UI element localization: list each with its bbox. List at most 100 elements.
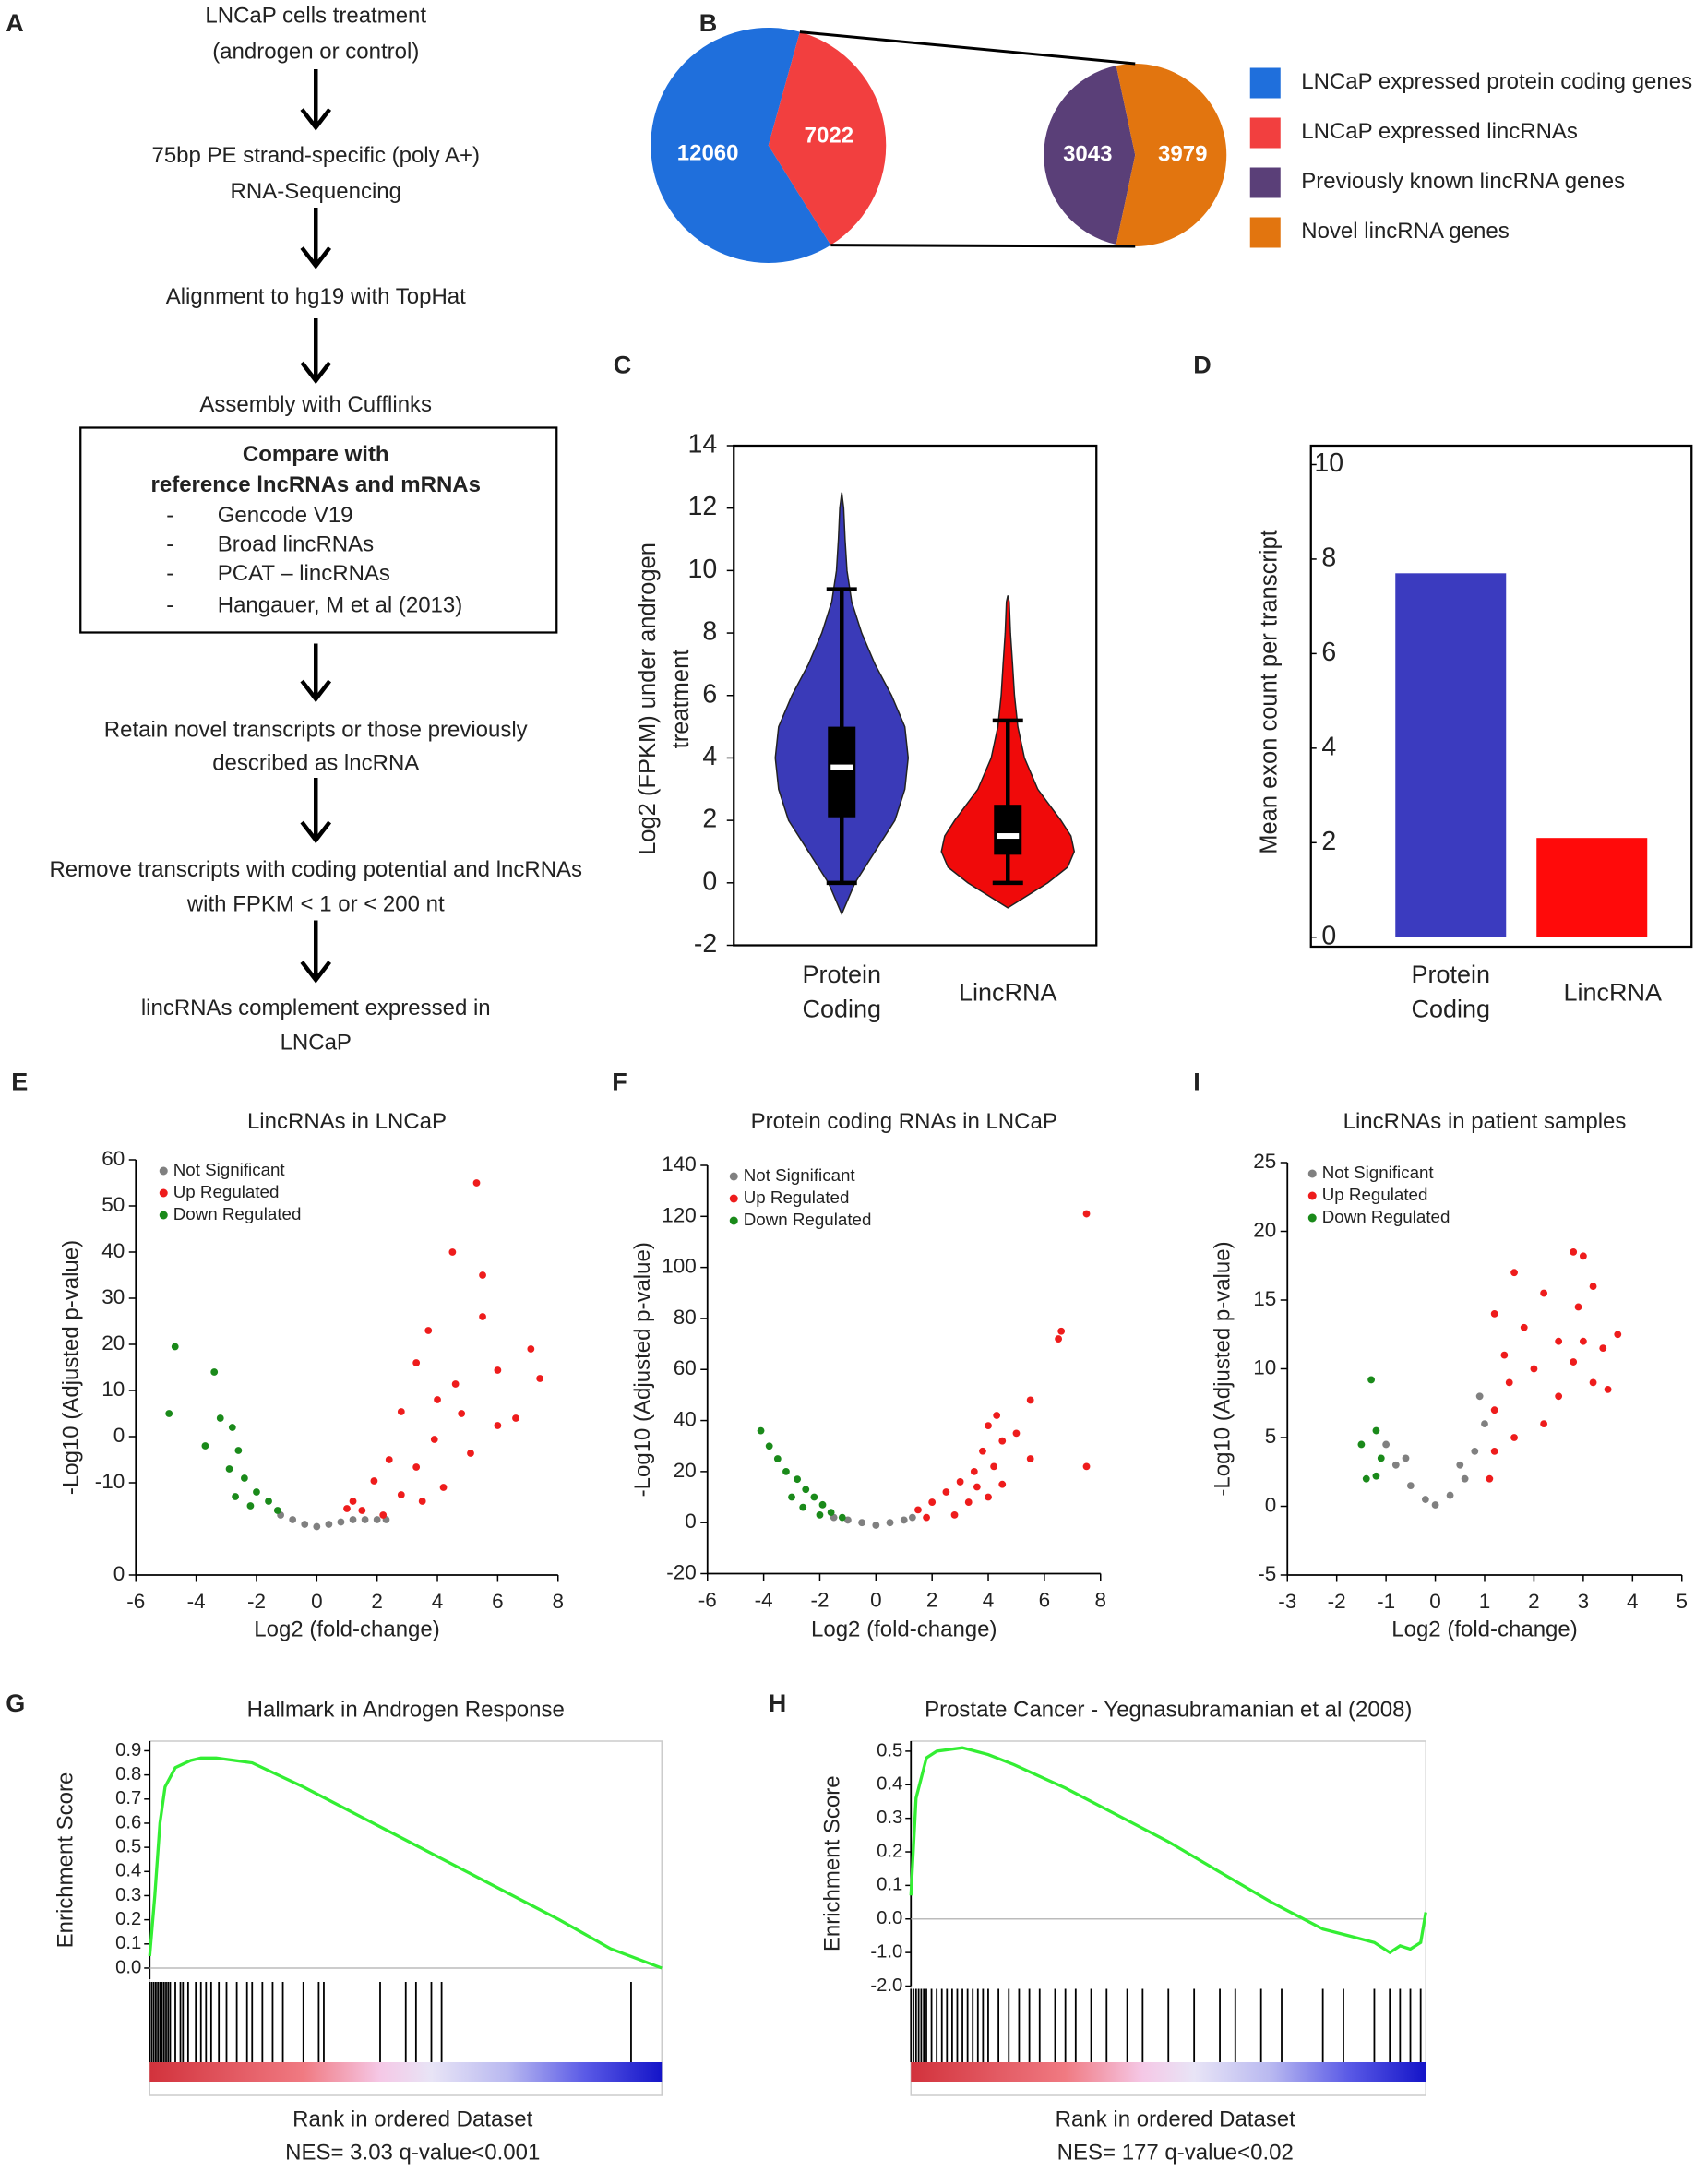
point xyxy=(816,1510,824,1519)
y-tick-label: 40 xyxy=(674,1408,697,1431)
x-tick-label: LincRNA xyxy=(958,977,1057,1006)
rank-colorbar xyxy=(149,2062,663,2082)
y-tick-label: 4 xyxy=(1321,732,1336,761)
point xyxy=(1505,1378,1513,1387)
point xyxy=(1362,1474,1370,1483)
point xyxy=(225,1465,233,1473)
point xyxy=(928,1498,937,1506)
point xyxy=(810,1493,818,1501)
point xyxy=(1555,1392,1563,1401)
point xyxy=(782,1467,790,1475)
point xyxy=(1367,1376,1375,1384)
point xyxy=(1431,1501,1439,1509)
y-tick-label: 0.6 xyxy=(115,1812,141,1832)
panel-letter: H xyxy=(769,1689,787,1717)
point xyxy=(1382,1440,1391,1449)
y-tick-label: -20 xyxy=(666,1560,697,1583)
x-tick-label: 4 xyxy=(432,1590,444,1613)
point xyxy=(1082,1210,1091,1218)
point xyxy=(313,1522,321,1531)
point xyxy=(858,1519,866,1527)
x-tick-label: 6 xyxy=(492,1590,504,1613)
x-axis-label: Log2 (fold-change) xyxy=(811,1617,997,1641)
flow-step: Alignment to hg19 with TopHat xyxy=(166,284,466,309)
point xyxy=(1377,1454,1385,1462)
x-tick-label: 0 xyxy=(311,1590,323,1613)
point xyxy=(536,1375,544,1382)
point xyxy=(439,1484,448,1491)
point xyxy=(397,1408,405,1415)
flow-box xyxy=(79,426,558,634)
point xyxy=(412,1359,421,1366)
panel-letter: I xyxy=(1193,1068,1200,1096)
y-tick-label: -2.0 xyxy=(870,1975,902,1996)
flow-box-item: Gencode V19 xyxy=(218,503,353,528)
chart-title: LincRNAs in patient samples xyxy=(1343,1109,1627,1134)
legend-label: Novel lincRNA genes xyxy=(1301,220,1510,245)
bar xyxy=(1395,573,1507,937)
x-tick-label: -3 xyxy=(1278,1590,1296,1613)
panel-letter: E xyxy=(11,1068,28,1096)
y-tick-label: 20 xyxy=(1253,1218,1276,1241)
point xyxy=(914,1506,922,1514)
x-tick-label: 0 xyxy=(1429,1590,1441,1613)
bar xyxy=(1536,838,1648,937)
y-tick-label: 0.5 xyxy=(877,1740,902,1760)
bullet: - xyxy=(166,592,173,617)
y-tick-label: 0.5 xyxy=(115,1836,141,1856)
y-axis-label: -Log10 (Adjusted p-value) xyxy=(630,1242,655,1497)
point xyxy=(1486,1474,1494,1483)
point xyxy=(773,1455,782,1462)
bullet: - xyxy=(166,503,173,528)
point xyxy=(232,1493,239,1500)
legend-swatch xyxy=(1249,117,1281,149)
point xyxy=(1599,1344,1607,1353)
point xyxy=(1446,1491,1454,1499)
y-axis-label: Log2 (FPKM) under androgen treatment xyxy=(634,543,694,855)
bullet: - xyxy=(166,531,173,556)
flow-step: (androgen or control) xyxy=(212,39,419,64)
point xyxy=(1012,1429,1021,1438)
x-tick-label: 2 xyxy=(1528,1590,1540,1613)
point xyxy=(1540,1420,1548,1427)
point xyxy=(1510,1269,1518,1277)
point xyxy=(1372,1426,1380,1435)
box xyxy=(994,805,1022,855)
legend-label: Up Regulated xyxy=(1322,1185,1428,1204)
slice-label: 3979 xyxy=(1158,141,1207,166)
point xyxy=(1520,1323,1528,1331)
point xyxy=(494,1422,502,1429)
arrow-head xyxy=(300,108,332,131)
y-tick-label: 10 xyxy=(101,1378,125,1401)
y-tick-label: 2 xyxy=(1321,827,1336,856)
legend-marker xyxy=(1307,1213,1317,1223)
arrow-head xyxy=(300,679,332,703)
point xyxy=(412,1463,421,1471)
x-tick-label: -2 xyxy=(247,1590,266,1613)
legend-label: Previously known lincRNA genes xyxy=(1301,170,1626,195)
y-tick-label: 0.1 xyxy=(877,1875,902,1895)
panel-letter: C xyxy=(614,352,632,379)
y-tick-label: 5 xyxy=(1265,1425,1277,1448)
nes-note: NES= 177 q-value<0.02 xyxy=(1057,2140,1294,2165)
y-axis-label: -Log10 (Adjusted p-value) xyxy=(1211,1241,1235,1496)
chart-title: Prostate Cancer - Yegnasubramanian et al… xyxy=(925,1697,1412,1722)
x-tick-label: Protein Coding xyxy=(1411,961,1491,1023)
arrow-head xyxy=(300,246,332,269)
y-tick-label: -10 xyxy=(95,1470,125,1493)
point xyxy=(1570,1247,1578,1256)
point xyxy=(430,1436,438,1443)
y-tick-label: 100 xyxy=(662,1255,697,1278)
y-tick-label: 6 xyxy=(702,679,717,709)
flow-step: RNA-Sequencing xyxy=(231,179,401,204)
point xyxy=(765,1442,773,1450)
flow-step: LNCaP cells treatment xyxy=(205,3,426,28)
enrichment-line xyxy=(909,1746,1427,1955)
point xyxy=(993,1412,1001,1419)
legend-swatch xyxy=(1249,167,1281,198)
x-tick-label: -6 xyxy=(126,1590,145,1613)
x-tick-label: 1 xyxy=(1479,1590,1491,1613)
y-tick-label: 0.9 xyxy=(115,1740,141,1760)
point xyxy=(358,1507,366,1514)
